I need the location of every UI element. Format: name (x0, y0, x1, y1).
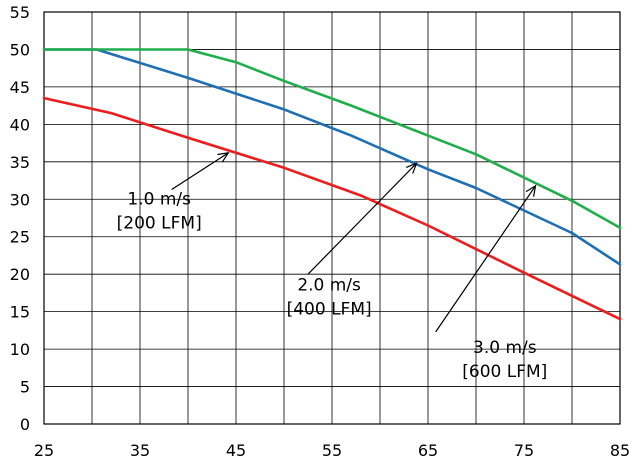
y-tick-label: 15 (10, 303, 30, 322)
annotation-lfm-label: [200 LFM] (117, 214, 202, 234)
annotation-1: 1.0 m/s [200 LFM] (117, 151, 230, 234)
y-tick-label: 20 (10, 265, 30, 284)
x-tick-label: 25 (34, 441, 54, 460)
annotation-arrow-head (217, 151, 230, 163)
y-tick-label: 30 (10, 190, 30, 209)
y-tick-label: 40 (10, 115, 30, 134)
plot-frame (43, 11, 621, 425)
y-tick-label: 35 (10, 153, 30, 172)
annotation-speed-label: 2.0 m/s (297, 276, 361, 296)
annotation-arrow-head (405, 162, 418, 174)
series-lines (42, 48, 622, 321)
annotation-arrow-line (307, 162, 417, 275)
annotations: 1.0 m/s [200 LFM] 2.0 m/s [400 LFM] 3.0 m/s [… (117, 151, 547, 382)
annotation-arrow-head (525, 184, 537, 197)
annotation-arrow-line (171, 152, 229, 191)
annotation-lfm-label: [400 LFM] (287, 300, 372, 320)
y-tick-label: 45 (10, 78, 30, 97)
y-tick-label: 50 (10, 40, 30, 59)
x-tick-label: 65 (418, 441, 438, 460)
annotation-lfm-label: [600 LFM] (462, 362, 547, 382)
y-tick-label: 0 (20, 415, 30, 434)
y-tick-label: 10 (10, 340, 30, 359)
x-tick-label: 45 (226, 441, 246, 460)
annotation-2: 2.0 m/s [400 LFM] (287, 162, 418, 320)
x-tick-label: 75 (514, 441, 534, 460)
tick-labels: 25 35 45 55 65 75 85 0 5 10 15 20 25 30 35 40 45 50 55 (10, 3, 631, 460)
x-tick-label: 35 (130, 441, 150, 460)
annotation-3: 3.0 m/s [600 LFM] (435, 184, 547, 382)
series-line-2 (42, 48, 622, 266)
annotation-arrow-line (435, 185, 537, 333)
y-tick-label: 5 (20, 378, 30, 397)
annotation-speed-label: 3.0 m/s (473, 338, 537, 358)
annotation-speed-label: 1.0 m/s (127, 190, 191, 210)
x-tick-label: 85 (610, 441, 630, 460)
series-line-3 (42, 48, 622, 229)
x-tick-label: 55 (322, 441, 342, 460)
series-line-1 (42, 96, 622, 321)
y-tick-label: 55 (10, 3, 30, 22)
y-tick-label: 25 (10, 228, 30, 247)
